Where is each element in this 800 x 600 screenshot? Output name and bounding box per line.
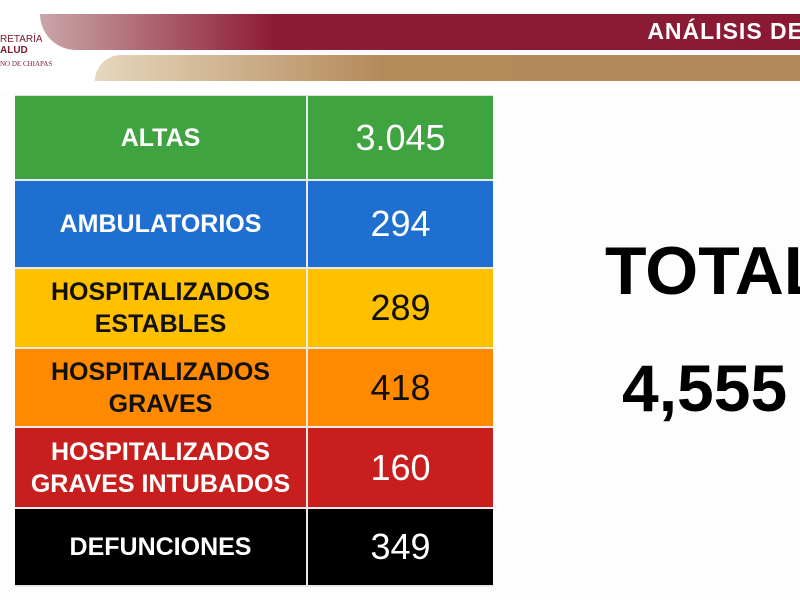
table-row: HOSPITALIZADOS GRAVES INTUBADOS 160 <box>15 428 493 509</box>
row-label: HOSPITALIZADOS ESTABLES <box>15 269 308 347</box>
total-label: TOTAL <box>605 233 800 309</box>
table-row: HOSPITALIZADOS ESTABLES 289 <box>15 269 493 349</box>
row-label: DEFUNCIONES <box>15 509 308 585</box>
header-title: ANÁLISIS DE <box>647 18 800 44</box>
header-band <box>95 55 800 81</box>
table-row: HOSPITALIZADOS GRAVES 418 <box>15 349 493 428</box>
row-value: 294 <box>370 203 431 244</box>
header-band <box>40 14 800 50</box>
row-label: ALTAS <box>15 96 308 179</box>
table-row: DEFUNCIONES 349 <box>15 509 493 587</box>
logo-text: RETARÍA <box>0 34 43 45</box>
header: RETARÍA ALUD NO DE CHIAPAS ANÁLISIS DE <box>0 0 800 92</box>
logo-text: NO DE CHIAPAS <box>0 60 53 68</box>
row-value: 418 <box>370 366 431 408</box>
total-value: 4,555 <box>622 351 788 425</box>
row-label: HOSPITALIZADOS GRAVES INTUBADOS <box>15 428 308 507</box>
row-value: 3.045 <box>355 116 446 158</box>
table-row: AMBULATORIOS 294 <box>15 181 493 269</box>
logo-text: ALUD <box>0 45 28 56</box>
row-value: 160 <box>370 446 431 488</box>
table-row: ALTAS 3.045 <box>15 96 493 181</box>
row-label: HOSPITALIZADOS GRAVES <box>15 349 308 426</box>
row-label: AMBULATORIOS <box>15 181 308 267</box>
row-value: 289 <box>370 287 431 328</box>
row-value: 349 <box>370 526 431 567</box>
summary-table: ALTAS 3.045 AMBULATORIOS 294 HOSPITALIZADOS … <box>15 95 493 587</box>
